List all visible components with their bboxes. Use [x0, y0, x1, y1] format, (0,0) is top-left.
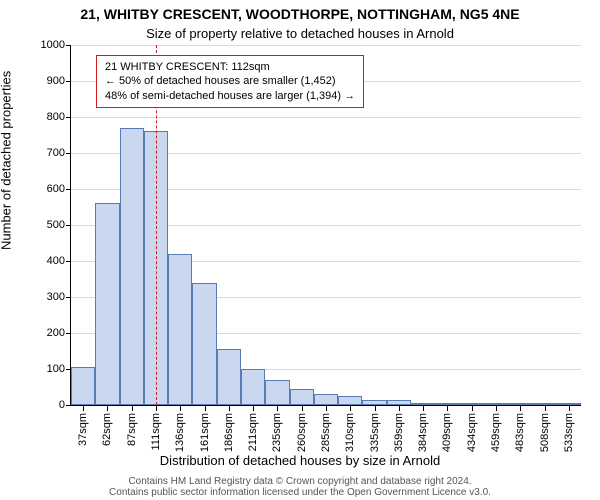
- xtick-mark: [350, 405, 351, 411]
- xtick-mark: [399, 405, 400, 411]
- xtick-label: 37sqm: [77, 413, 89, 446]
- histogram-bar: [168, 254, 192, 405]
- xtick-mark: [83, 405, 84, 411]
- xtick-label: 211sqm: [247, 413, 259, 451]
- histogram-bar: [192, 283, 216, 405]
- histogram-bar: [71, 367, 95, 405]
- chart-subtitle: Size of property relative to detached ho…: [0, 26, 600, 41]
- xtick-label: 335sqm: [369, 413, 381, 452]
- ytick-label: 0: [59, 399, 71, 411]
- xtick-mark: [205, 405, 206, 411]
- xtick-mark: [326, 405, 327, 411]
- histogram-bar: [290, 389, 314, 405]
- xtick-mark: [132, 405, 133, 411]
- xtick-label: 459sqm: [490, 413, 502, 452]
- xtick-label: 62sqm: [101, 413, 113, 446]
- xtick-label: 186sqm: [223, 413, 235, 452]
- histogram-bar: [338, 396, 362, 405]
- attribution-text: Contains HM Land Registry data © Crown c…: [0, 476, 600, 498]
- histogram-bar: [314, 394, 338, 405]
- xtick-mark: [447, 405, 448, 411]
- xtick-mark: [375, 405, 376, 411]
- xtick-mark: [545, 405, 546, 411]
- xtick-label: 285sqm: [320, 413, 332, 452]
- annotation-line: 48% of semi-detached houses are larger (…: [105, 89, 355, 103]
- xtick-mark: [302, 405, 303, 411]
- x-axis-label: Distribution of detached houses by size …: [0, 453, 600, 468]
- ytick-label: 400: [47, 255, 71, 267]
- xtick-label: 359sqm: [393, 413, 405, 452]
- xtick-mark: [520, 405, 521, 411]
- plot-area: 0100200300400500600700800900100037sqm62s…: [70, 45, 581, 406]
- xtick-mark: [107, 405, 108, 411]
- ytick-label: 700: [47, 147, 71, 159]
- histogram-bar: [217, 349, 241, 405]
- gridline: [71, 117, 581, 118]
- xtick-label: 111sqm: [150, 413, 162, 451]
- chart-container: 21, WHITBY CRESCENT, WOODTHORPE, NOTTING…: [0, 0, 600, 500]
- xtick-label: 87sqm: [126, 413, 138, 446]
- xtick-mark: [180, 405, 181, 411]
- xtick-label: 136sqm: [174, 413, 186, 452]
- xtick-mark: [156, 405, 157, 411]
- xtick-label: 310sqm: [344, 413, 356, 452]
- xtick-label: 260sqm: [296, 413, 308, 452]
- xtick-label: 161sqm: [199, 413, 211, 452]
- annotation-line: ← 50% of detached houses are smaller (1,…: [105, 74, 355, 88]
- histogram-bar: [265, 380, 289, 405]
- gridline: [71, 45, 581, 46]
- ytick-label: 500: [47, 219, 71, 231]
- xtick-label: 434sqm: [466, 413, 478, 452]
- histogram-bar: [120, 128, 144, 405]
- ytick-label: 600: [47, 183, 71, 195]
- ytick-label: 300: [47, 291, 71, 303]
- ytick-label: 100: [47, 363, 71, 375]
- xtick-label: 508sqm: [539, 413, 551, 452]
- xtick-label: 235sqm: [271, 413, 283, 452]
- xtick-mark: [472, 405, 473, 411]
- xtick-mark: [569, 405, 570, 411]
- ytick-label: 900: [47, 75, 71, 87]
- annotation-line: 21 WHITBY CRESCENT: 112sqm: [105, 60, 355, 74]
- annotation-box: 21 WHITBY CRESCENT: 112sqm← 50% of detac…: [96, 55, 364, 108]
- histogram-bar: [95, 203, 119, 405]
- xtick-label: 533sqm: [563, 413, 575, 452]
- xtick-mark: [229, 405, 230, 411]
- xtick-mark: [423, 405, 424, 411]
- histogram-bar: [241, 369, 265, 405]
- xtick-label: 483sqm: [514, 413, 526, 452]
- xtick-mark: [496, 405, 497, 411]
- chart-title: 21, WHITBY CRESCENT, WOODTHORPE, NOTTING…: [0, 6, 600, 22]
- xtick-mark: [253, 405, 254, 411]
- ytick-label: 1000: [41, 39, 71, 51]
- xtick-label: 409sqm: [441, 413, 453, 452]
- y-axis-label: Number of detached properties: [0, 71, 14, 250]
- ytick-label: 800: [47, 111, 71, 123]
- xtick-label: 384sqm: [417, 413, 429, 452]
- xtick-mark: [277, 405, 278, 411]
- ytick-label: 200: [47, 327, 71, 339]
